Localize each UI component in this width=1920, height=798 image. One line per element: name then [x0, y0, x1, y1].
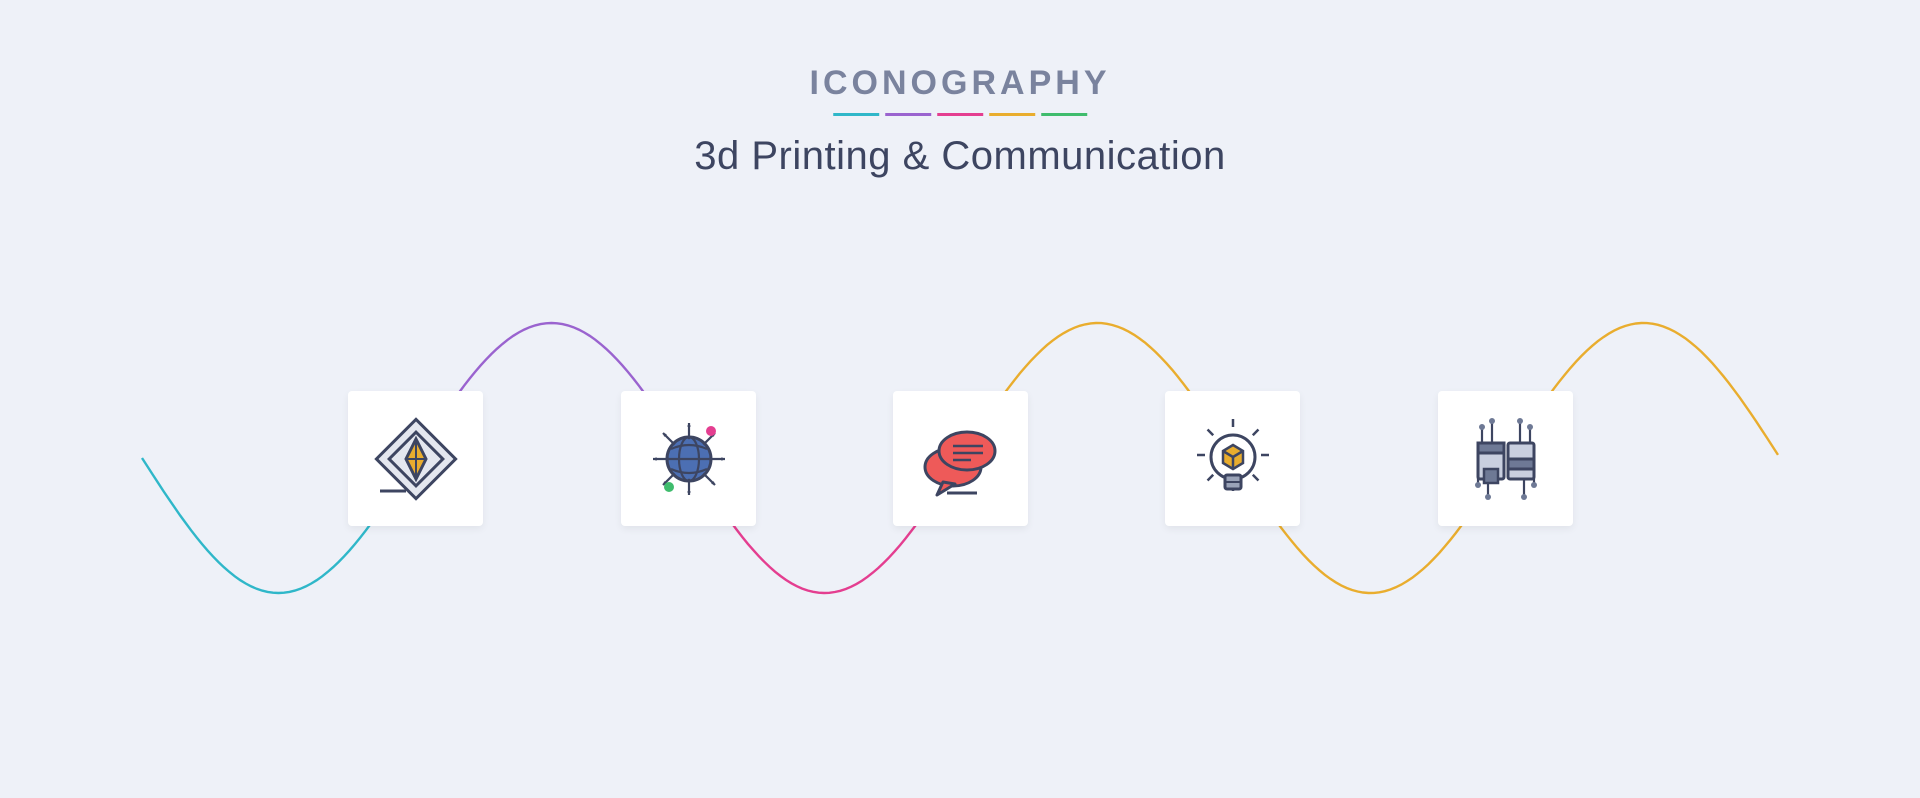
tile-circuit-device [1438, 391, 1573, 526]
circuit-device-icon [1456, 409, 1556, 509]
header: ICONOGRAPHY 3d Printing & Communication [694, 64, 1226, 179]
globe-network-icon [639, 409, 739, 509]
chat-icon [911, 409, 1011, 509]
logo-divider [694, 113, 1226, 116]
tile-globe-network [621, 391, 756, 526]
tile-3d-model [348, 391, 483, 526]
tile-chat [893, 391, 1028, 526]
pack-title: 3d Printing & Communication [694, 134, 1226, 179]
3d-model-icon [366, 409, 466, 509]
idea-bulb-icon [1183, 409, 1283, 509]
tile-idea-bulb [1165, 391, 1300, 526]
logo-text: ICONOGRAPHY [694, 64, 1226, 103]
